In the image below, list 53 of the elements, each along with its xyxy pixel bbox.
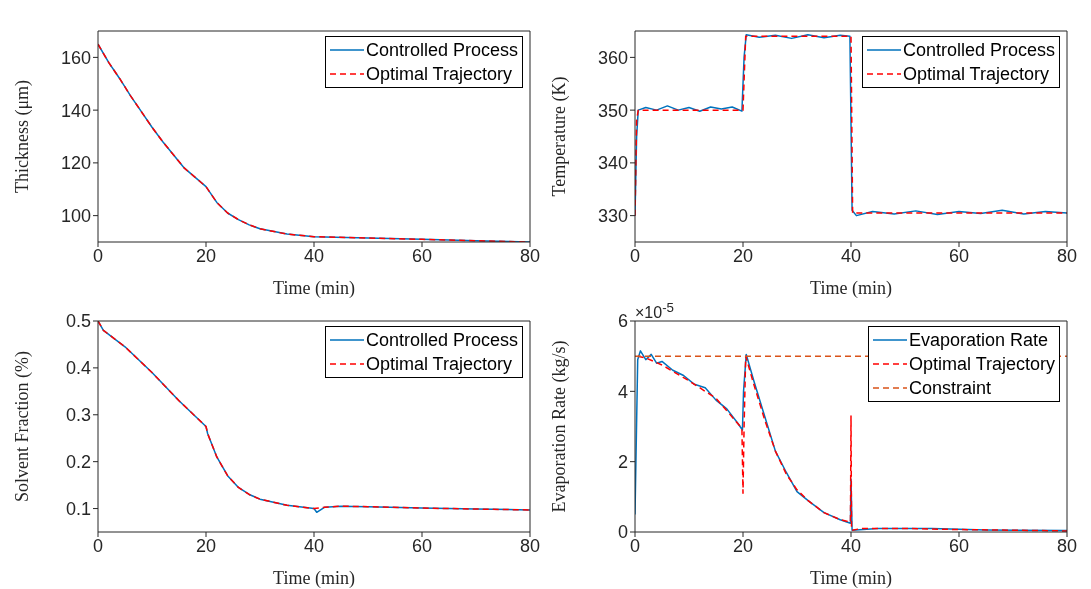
x-tick-label: 60 — [948, 245, 970, 266]
legend-label: Optimal Trajectory — [908, 353, 1055, 376]
x-tick-label: 40 — [303, 535, 325, 556]
legend-label: Controlled Process — [365, 39, 518, 62]
x-tick-label: 0 — [92, 535, 104, 556]
legend-label: Optimal Trajectory — [902, 63, 1049, 86]
y-tick-label: 6 — [617, 311, 628, 332]
x-tick-label: 80 — [519, 535, 541, 556]
y-tick-label: 140 — [60, 100, 91, 121]
x-tick-label: 20 — [732, 245, 754, 266]
y-axis-title: Temperature (K) — [549, 76, 571, 197]
x-tick-label: 20 — [195, 535, 217, 556]
y-tick-label: 0.5 — [65, 311, 91, 332]
x-tick-label: 60 — [411, 245, 433, 266]
x-axis-title: Time (min) — [273, 278, 355, 299]
y-tick-label: 120 — [60, 153, 91, 174]
x-tick-label: 80 — [519, 245, 541, 266]
legend-label: Constraint — [908, 377, 991, 400]
x-tick-label: 0 — [92, 245, 104, 266]
x-tick-label: 40 — [840, 535, 862, 556]
x-axis-title: Time (min) — [810, 568, 892, 589]
y-tick-label: 360 — [597, 47, 628, 68]
x-tick-label: 20 — [732, 535, 754, 556]
x-tick-label: 40 — [303, 245, 325, 266]
y-axis-title: Thickness (μm) — [12, 79, 34, 194]
y-tick-label: 330 — [597, 206, 628, 227]
y-tick-label: 160 — [60, 47, 91, 68]
legend-label: Optimal Trajectory — [365, 353, 512, 376]
y-axis-title: Evaporation Rate (kg/s) — [549, 340, 571, 513]
x-axis-title: Time (min) — [810, 278, 892, 299]
x-tick-label: 60 — [411, 535, 433, 556]
x-tick-label: 80 — [1056, 535, 1078, 556]
legend-label: Controlled Process — [902, 39, 1055, 62]
x-tick-label: 20 — [195, 245, 217, 266]
x-axis-title: Time (min) — [273, 568, 355, 589]
y-tick-label: 0 — [617, 522, 628, 543]
legend-label: Controlled Process — [365, 329, 518, 352]
y-tick-label: 350 — [597, 100, 628, 121]
x-tick-label: 80 — [1056, 245, 1078, 266]
y-tick-label: 0.1 — [65, 498, 91, 519]
annotation: ×10$^{-5}$ — [635, 300, 674, 323]
y-tick-label: 4 — [617, 381, 628, 402]
y-tick-label: 100 — [60, 206, 91, 227]
y-tick-label: 0.2 — [65, 452, 91, 473]
y-axis-title: Solvent Fraction (%) — [12, 351, 34, 502]
legend-label: Optimal Trajectory — [365, 63, 512, 86]
y-tick-label: 0.3 — [65, 405, 91, 426]
x-tick-label: 60 — [948, 535, 970, 556]
y-tick-label: 0.4 — [65, 358, 91, 379]
x-tick-label: 40 — [840, 245, 862, 266]
y-tick-label: 2 — [617, 452, 628, 473]
y-tick-label: 340 — [597, 153, 628, 174]
legend-label: Evaporation Rate — [908, 329, 1049, 352]
